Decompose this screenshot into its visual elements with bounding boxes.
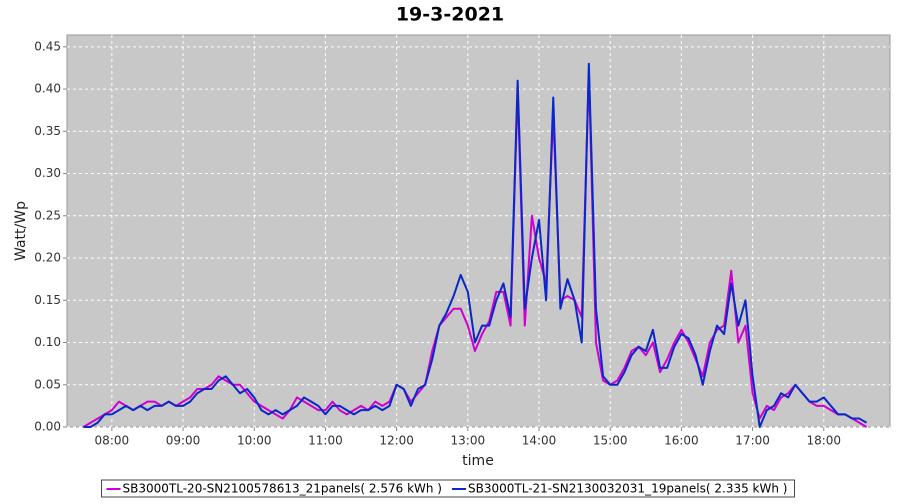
x-tick-label: 10:00 [237,434,272,448]
legend-label: SB3000TL-21-SN2130032031_19panels( 2.335… [468,482,787,496]
x-tick-label: 08:00 [95,434,130,448]
x-tick-label: 09:00 [166,434,201,448]
y-axis-label: Watt/Wp [13,201,29,261]
x-tick-label: 11:00 [308,434,343,448]
x-tick-label: 18:00 [806,434,841,448]
chart-title: 19-3-2021 [396,4,504,26]
y-tick-label: 0.40 [34,82,61,96]
y-tick-label: 0.30 [34,166,61,180]
y-tick-label: 0.00 [34,420,61,434]
y-tick-label: 0.05 [34,377,61,391]
y-tick-label: 0.20 [34,251,61,265]
x-tick-label: 17:00 [735,434,770,448]
legend-label: SB3000TL-20-SN2100578613_21panels( 2.576… [123,482,442,496]
y-tick-label: 0.35 [34,124,61,138]
x-tick-label: 13:00 [451,434,486,448]
y-tick-label: 0.15 [34,293,61,307]
legend-box [101,479,795,498]
x-tick-label: 14:00 [522,434,557,448]
x-tick-label: 15:00 [593,434,628,448]
series-line [82,71,868,428]
series-line [83,62,868,428]
y-tick-label: 0.10 [34,335,61,349]
x-tick-label: 16:00 [664,434,699,448]
x-tick-label: 12:00 [379,434,414,448]
legend: SB3000TL-20-SN2100578613_21panels( 2.576… [101,479,795,498]
y-tick-label: 0.25 [34,208,61,222]
x-axis-label: time [462,453,494,469]
plot-area [66,34,891,428]
y-tick-label: 0.45 [34,39,61,53]
